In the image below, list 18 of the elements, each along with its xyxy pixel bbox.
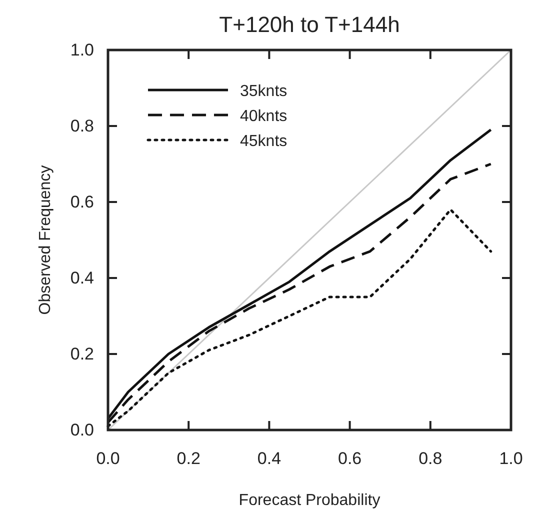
x-axis-title: Forecast Probability	[238, 492, 380, 509]
x-tick-label: 1.0	[499, 449, 523, 468]
y-tick-label: 0.2	[70, 344, 94, 364]
legend-label: 40knts	[240, 108, 288, 125]
x-tick-label: 0.2	[176, 449, 200, 468]
y-tick-label: 0.4	[70, 268, 94, 288]
y-axis-title: Observed Frequency	[37, 165, 54, 315]
legend-label: 35knts	[240, 83, 288, 100]
y-tick-label: 1.0	[70, 40, 94, 60]
chart-title: T+120h to T+144h	[219, 12, 400, 37]
x-tick-label: 0.0	[96, 449, 120, 468]
legend-label: 45knts	[240, 133, 288, 150]
x-tick-label: 0.6	[338, 449, 362, 468]
x-tick-label: 0.8	[418, 449, 442, 468]
y-tick-label: 0.6	[70, 192, 94, 212]
y-tick-label: 0.8	[70, 116, 94, 136]
x-tick-label: 0.4	[257, 449, 282, 468]
y-tick-label: 0.0	[70, 420, 94, 440]
